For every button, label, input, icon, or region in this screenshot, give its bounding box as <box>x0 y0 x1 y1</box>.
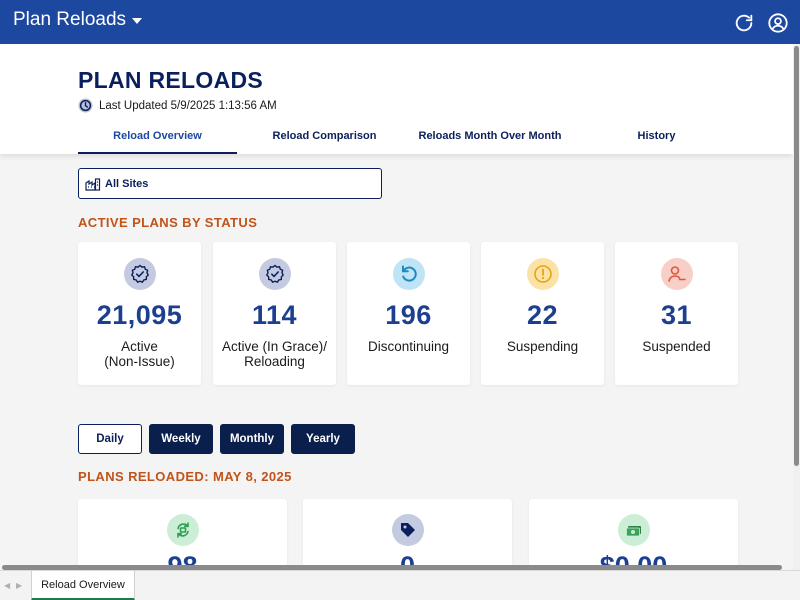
status-card-discontinuing: 196 Discontinuing <box>347 242 470 385</box>
site-selector[interactable]: All Sites <box>78 168 382 199</box>
status-count: 22 <box>526 300 559 330</box>
tab-reload-comparison[interactable]: Reload Comparison <box>272 130 377 142</box>
weekly-button[interactable]: Weekly <box>149 424 213 454</box>
status-card-active: 21,095 Active (Non-Issue) <box>78 242 201 385</box>
caret-down-icon <box>132 18 143 24</box>
tab-bar: Reload Overview Reload Comparison Reload… <box>78 128 745 154</box>
warning-icon <box>526 258 559 290</box>
tab-reload-overview[interactable]: Reload Overview <box>78 128 237 154</box>
status-label: Active (Non-Issue) <box>104 339 175 369</box>
refresh-icon[interactable] <box>733 12 755 34</box>
sheet-tab-bar: ◀ ▶ Reload Overview <box>0 570 800 600</box>
tab-reloads-month-over-month[interactable]: Reloads Month Over Month <box>418 130 562 142</box>
account-icon[interactable] <box>767 12 789 34</box>
app-title-dropdown[interactable]: Plan Reloads <box>13 9 143 31</box>
refresh-icon <box>392 258 425 290</box>
status-card-suspending: 22 Suspending <box>481 242 604 385</box>
next-sheet-icon[interactable]: ▶ <box>16 581 23 590</box>
status-count: 196 <box>385 300 432 330</box>
building-icon <box>85 177 101 191</box>
money-icon <box>617 514 650 546</box>
plans-reloaded-title: PLANS RELOADED: MAY 8, 2025 <box>78 469 292 484</box>
user-remove-icon <box>660 258 693 290</box>
active-plans-title: ACTIVE PLANS BY STATUS <box>78 215 258 230</box>
clock-icon <box>78 98 93 113</box>
last-updated-text: Last Updated 5/9/2025 1:13:56 AM <box>99 99 277 112</box>
header-panel: PLAN RELOADS Last Updated 5/9/2025 1:13:… <box>0 44 793 154</box>
recycle-icon <box>166 514 199 546</box>
status-card-suspended: 31 Suspended <box>615 242 738 385</box>
top-bar: Plan Reloads <box>0 0 800 44</box>
vertical-scrollbar[interactable] <box>794 46 799 466</box>
yearly-button[interactable]: Yearly <box>291 424 355 454</box>
site-selector-value: All Sites <box>105 177 149 190</box>
tag-icon <box>391 514 424 546</box>
status-label: Active (In Grace)/ Reloading <box>221 339 328 369</box>
status-count: 21,095 <box>96 300 183 330</box>
daily-button[interactable]: Daily <box>78 424 142 454</box>
status-label: Suspended <box>642 339 711 354</box>
status-card-in-grace: 114 Active (In Grace)/ Reloading <box>213 242 336 385</box>
horizontal-scrollbar[interactable] <box>2 565 782 570</box>
status-count: 114 <box>251 300 298 330</box>
page-title: PLAN RELOADS <box>78 67 264 93</box>
status-label: Suspending <box>506 339 579 354</box>
check-badge-icon <box>123 258 156 290</box>
status-label: Discontinuing <box>367 339 450 354</box>
previous-sheet-icon[interactable]: ◀ <box>4 581 11 590</box>
app-title: Plan Reloads <box>13 9 127 30</box>
sheet-tab-reload-overview[interactable]: Reload Overview <box>31 571 135 600</box>
tab-history[interactable]: History <box>637 130 676 142</box>
status-count: 31 <box>660 300 693 330</box>
last-updated: Last Updated 5/9/2025 1:13:56 AM <box>78 98 277 113</box>
monthly-button[interactable]: Monthly <box>220 424 284 454</box>
check-badge-icon <box>258 258 291 290</box>
